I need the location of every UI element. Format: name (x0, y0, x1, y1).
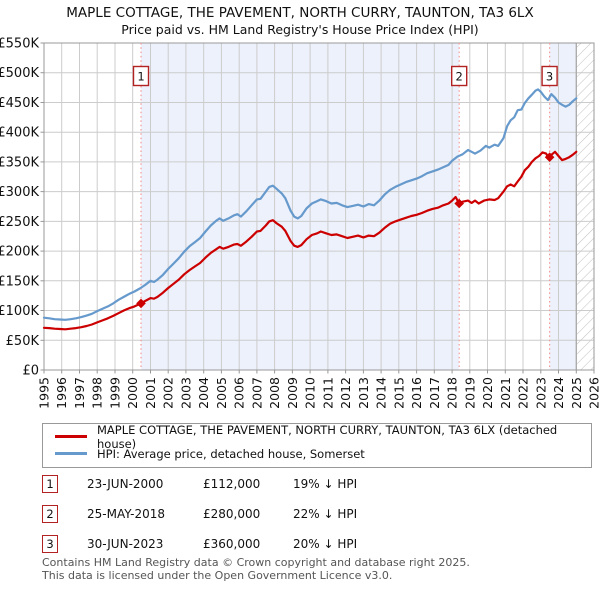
svg-text:2021: 2021 (498, 377, 513, 409)
svg-text:2025: 2025 (569, 377, 584, 409)
sales-table: 1 23-JUN-2000 £112,000 19% ↓ HPI 2 25-MA… (42, 475, 588, 565)
svg-text:1: 1 (137, 70, 144, 84)
svg-text:2012: 2012 (338, 377, 353, 409)
svg-text:2017: 2017 (427, 377, 442, 409)
svg-text:2020: 2020 (480, 377, 495, 409)
sale-number-badge: 3 (42, 535, 58, 553)
svg-text:1997: 1997 (72, 377, 87, 409)
svg-text:1999: 1999 (108, 377, 123, 409)
footer-line-2: This data is licensed under the Open Gov… (42, 568, 393, 582)
sale-hpi-delta: 22% ↓ HPI (293, 507, 358, 521)
svg-text:1996: 1996 (54, 377, 69, 409)
svg-text:2023: 2023 (533, 377, 548, 409)
svg-text:£300K: £300K (0, 185, 39, 200)
sale-number-badge: 1 (42, 475, 58, 493)
sale-date: 30-JUN-2023 (87, 537, 164, 551)
svg-text:2016: 2016 (409, 377, 424, 409)
svg-text:2: 2 (456, 70, 463, 84)
svg-text:2004: 2004 (196, 377, 211, 409)
legend-label-hpi: HPI: Average price, detached house, Some… (97, 446, 365, 461)
svg-text:£250K: £250K (0, 215, 39, 230)
svg-text:2009: 2009 (285, 377, 300, 409)
svg-text:£400K: £400K (0, 126, 39, 141)
sale-date: 23-JUN-2000 (87, 477, 164, 491)
svg-text:£150K: £150K (0, 274, 39, 289)
svg-text:2022: 2022 (516, 377, 531, 409)
svg-text:2010: 2010 (303, 377, 318, 409)
svg-text:2006: 2006 (232, 377, 247, 409)
svg-text:£50K: £50K (6, 334, 40, 349)
svg-text:2026: 2026 (587, 377, 600, 409)
footer-line-1: Contains HM Land Registry data © Crown c… (42, 556, 470, 569)
svg-text:1995: 1995 (37, 377, 52, 409)
svg-text:2015: 2015 (391, 377, 406, 409)
svg-text:1998: 1998 (90, 377, 105, 409)
sale-price: £112,000 (203, 477, 261, 491)
svg-text:2007: 2007 (249, 377, 264, 409)
license-footer: Contains HM Land Registry data © Crown c… (42, 556, 592, 583)
table-row: 3 30-JUN-2023 £360,000 20% ↓ HPI (42, 535, 588, 565)
sale-price: £360,000 (203, 537, 261, 551)
svg-text:2003: 2003 (178, 377, 193, 409)
svg-text:2002: 2002 (161, 377, 176, 409)
svg-text:2024: 2024 (551, 377, 566, 409)
svg-text:£200K: £200K (0, 245, 39, 260)
svg-text:£0: £0 (22, 364, 39, 379)
legend-label-property: MAPLE COTTAGE, THE PAVEMENT, NORTH CURRY… (97, 422, 558, 451)
svg-text:£100K: £100K (0, 304, 39, 319)
svg-text:2005: 2005 (214, 377, 229, 409)
svg-text:£450K: £450K (0, 96, 39, 111)
svg-text:2011: 2011 (320, 377, 335, 409)
svg-text:£500K: £500K (0, 66, 39, 81)
page-subtitle: Price paid vs. HM Land Registry's House … (121, 22, 479, 37)
svg-text:£550K: £550K (0, 37, 39, 52)
svg-text:2019: 2019 (462, 377, 477, 409)
sale-date: 25-MAY-2018 (87, 507, 166, 521)
svg-text:2000: 2000 (125, 377, 140, 409)
legend-swatch-property (55, 435, 87, 438)
svg-text:3: 3 (546, 70, 553, 84)
table-row: 2 25-MAY-2018 £280,000 22% ↓ HPI (42, 505, 588, 535)
legend-swatch-hpi (55, 452, 87, 455)
svg-text:2013: 2013 (356, 377, 371, 409)
price-chart: £0 £50K £100K £150K £200K £250K £300K £350K £400… (0, 37, 600, 409)
svg-text:2018: 2018 (445, 377, 460, 409)
page-title: MAPLE COTTAGE, THE PAVEMENT, NORTH CURRY… (66, 5, 534, 21)
sale-number-badge: 2 (42, 505, 58, 523)
sale-hpi-delta: 20% ↓ HPI (293, 537, 358, 551)
svg-text:2001: 2001 (143, 377, 158, 409)
svg-text:2008: 2008 (267, 377, 282, 409)
sale-price: £280,000 (203, 507, 261, 521)
svg-text:2014: 2014 (374, 377, 389, 409)
legend-item-property: MAPLE COTTAGE, THE PAVEMENT, NORTH CURRY… (49, 423, 585, 451)
legend-item-hpi: HPI: Average price, detached house, Some… (49, 445, 585, 462)
table-row: 1 23-JUN-2000 £112,000 19% ↓ HPI (42, 475, 588, 505)
sale-hpi-delta: 19% ↓ HPI (293, 477, 358, 491)
svg-text:£350K: £350K (0, 155, 39, 170)
chart-legend: MAPLE COTTAGE, THE PAVEMENT, NORTH CURRY… (42, 423, 592, 468)
